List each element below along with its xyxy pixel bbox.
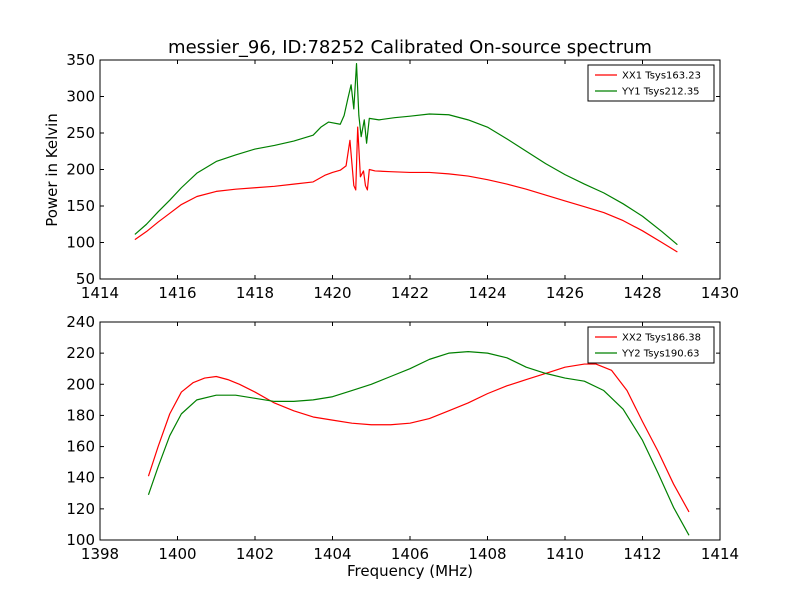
top-series-line-2	[134, 63, 678, 246]
bottom-y-tick-label: 160	[66, 438, 95, 456]
top-spectrum-plot: 1414 1416 1418 1420 1422 1424 1426 1428 1430 50 10…	[66, 51, 739, 302]
bottom-x-tick-label: 1398	[81, 545, 119, 563]
bottom-x-tick-label: 1412	[623, 545, 661, 563]
bottom-series-line-2	[147, 350, 690, 536]
x-axis-label: Frequency (MHz)	[347, 562, 473, 580]
figure-title: messier_96, ID:78252 Calibrated On-sourc…	[168, 37, 652, 58]
top-x-tick-label: 1430	[701, 284, 739, 302]
bottom-legend: XX2 Tsys186.38 YY2 Tsys190.63	[587, 326, 715, 364]
bottom-x-tick-label: 1410	[546, 545, 584, 563]
bottom-series-line-1	[147, 363, 690, 513]
top-x-tick-label: 1426	[546, 284, 584, 302]
bottom-legend-label: YY2 Tsys190.63	[621, 349, 700, 360]
top-x-tick-label: 1424	[468, 284, 506, 302]
y-axis-label: Power in Kelvin	[43, 113, 61, 227]
bottom-y-tick-label: 100	[66, 531, 95, 549]
top-x-tick-label: 1422	[391, 284, 429, 302]
top-x-tick-label: 1416	[158, 284, 196, 302]
top-y-tick-label: 200	[66, 161, 95, 179]
bottom-spectrum-plot: 1398 1400 1402 1404 1406 1408 1410 1412 1414 100 1…	[66, 313, 739, 563]
bottom-y-tick-label: 180	[66, 406, 95, 424]
bottom-legend-box	[587, 326, 715, 364]
bottom-x-tick-label: 1408	[468, 545, 506, 563]
top-y-tick-label: 350	[66, 51, 95, 69]
top-y-tick-label: 300	[66, 88, 95, 106]
top-y-tick-label: 150	[66, 197, 95, 215]
top-x-tick-label: 1418	[236, 284, 274, 302]
top-legend: XX1 Tsys163.23 YY1 Tsys212.35	[587, 64, 715, 102]
bottom-x-tick-label: 1414	[701, 545, 739, 563]
top-x-tick-label: 1414	[81, 284, 119, 302]
top-series-line-1	[134, 126, 678, 253]
top-y-tick-label: 50	[76, 270, 95, 288]
bottom-y-tick-label: 200	[66, 375, 95, 393]
top-legend-label: XX1 Tsys163.23	[622, 71, 701, 82]
bottom-legend-label: XX2 Tsys186.38	[622, 333, 701, 344]
bottom-y-tick-label: 120	[66, 500, 95, 518]
bottom-x-tick-label: 1402	[236, 545, 274, 563]
top-legend-box	[587, 64, 715, 102]
top-y-tick-label: 250	[66, 124, 95, 142]
top-x-tick-label: 1420	[313, 284, 351, 302]
bottom-y-tick-label: 220	[66, 344, 95, 362]
top-legend-label: YY1 Tsys212.35	[621, 87, 700, 98]
bottom-x-tick-label: 1406	[391, 545, 429, 563]
bottom-y-tick-label: 240	[66, 313, 95, 331]
top-y-tick-label: 100	[66, 234, 95, 252]
bottom-x-tick-label: 1404	[313, 545, 351, 563]
top-x-tick-label: 1428	[623, 284, 661, 302]
bottom-x-tick-label: 1400	[158, 545, 196, 563]
bottom-y-tick-label: 140	[66, 469, 95, 487]
